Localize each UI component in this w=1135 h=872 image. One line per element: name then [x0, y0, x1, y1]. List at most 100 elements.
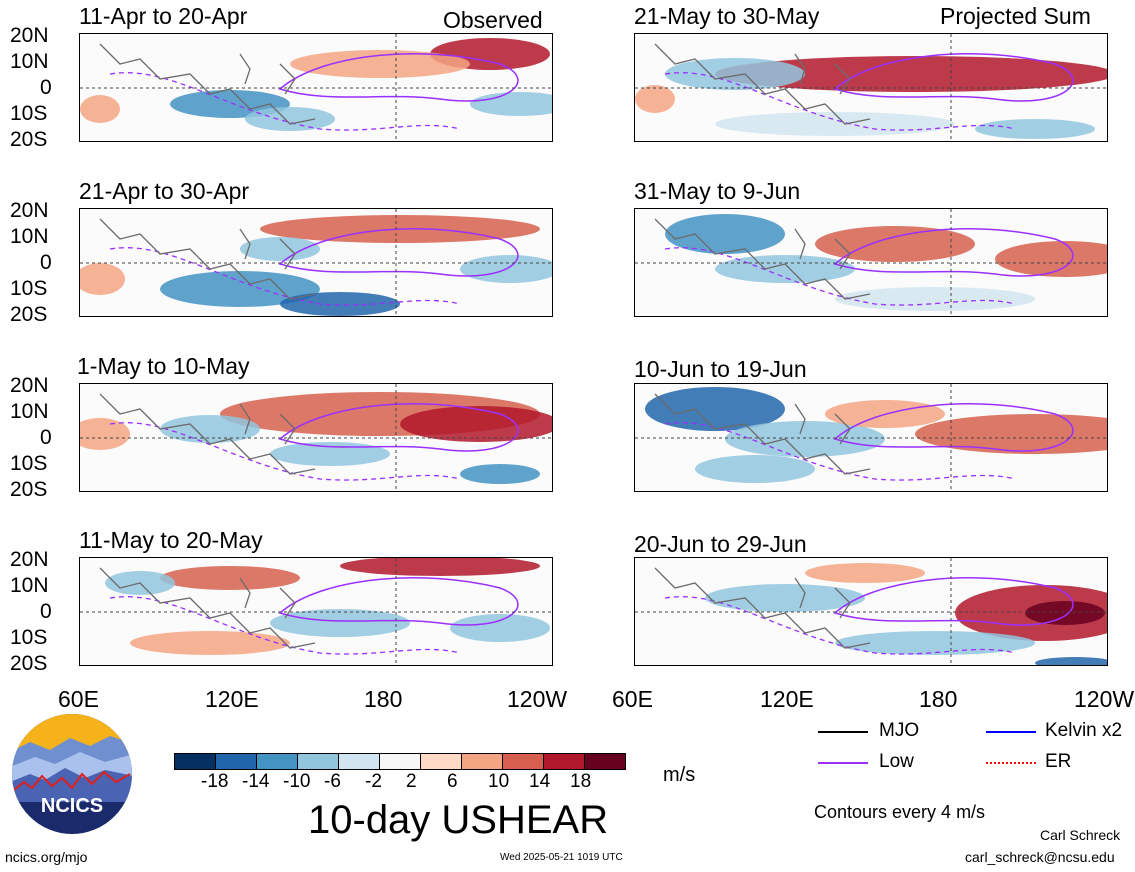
- low-contour: [278, 577, 519, 626]
- colorbar-box: [174, 753, 216, 770]
- coastline: [99, 567, 316, 649]
- coastline: [654, 393, 871, 475]
- author-name: Carl Schreck: [1040, 827, 1121, 843]
- panel-obs-4: [79, 557, 553, 666]
- ytick-label: 20S: [10, 128, 48, 151]
- shear-anomaly-blob: [805, 563, 925, 583]
- colorbar-box: [215, 753, 257, 770]
- panel-obs-1: [79, 33, 553, 142]
- colorbar-tick-label: 10: [488, 771, 510, 792]
- shear-anomaly-blob: [695, 455, 815, 483]
- shear-anomaly-blob: [815, 226, 975, 262]
- low-contour-dashed: [664, 596, 1016, 655]
- shear-anomaly-blob: [915, 414, 1107, 454]
- legend-er-line: [986, 762, 1036, 764]
- units-label: m/s: [663, 764, 696, 786]
- low-contour-dashed: [664, 247, 1016, 306]
- shear-anomaly-blob: [460, 464, 540, 484]
- panel-proj-1: [634, 33, 1108, 142]
- shear-anomaly-blob: [160, 415, 260, 443]
- site-url: ncics.org/mjo: [5, 849, 88, 865]
- low-contour-dashed: [664, 422, 1016, 481]
- panel-title-1: 11-Apr to 20-Apr: [79, 3, 248, 29]
- panel-obs-2: [79, 208, 553, 317]
- legend-mjo-label: MJO: [879, 720, 920, 741]
- xtick-left-60e: 60E: [58, 686, 99, 712]
- ytick-label: 10S: [10, 452, 48, 475]
- logo-text: NCICS: [41, 795, 103, 817]
- ytick-label: 0: [40, 600, 52, 623]
- colorbar-tick-label: -14: [242, 771, 270, 792]
- colorbar-box: [297, 753, 339, 770]
- ytick-label: 10S: [10, 277, 48, 300]
- shear-anomaly-blob: [1025, 601, 1105, 625]
- low-contour-dashed: [109, 422, 461, 481]
- colorbar-box: [502, 753, 544, 770]
- ytick-label: 10N: [10, 574, 49, 597]
- legend-er-label: ER: [1045, 751, 1072, 772]
- low-contour: [833, 577, 1074, 626]
- shear-anomaly-blob: [835, 287, 1035, 311]
- ytick-label: 20S: [10, 478, 48, 501]
- panel-title-3: 1-May to 10-May: [77, 353, 250, 379]
- heatmap-field: [80, 384, 552, 491]
- colorbar-box: [256, 753, 298, 770]
- projected-label: Projected Sum: [940, 3, 1091, 29]
- timestamp: Wed 2025-05-21 1019 UTC: [500, 852, 623, 863]
- shear-anomaly-blob: [715, 255, 855, 283]
- heatmap-field: [635, 34, 1107, 141]
- ncics-logo: NCICS: [10, 712, 134, 836]
- colorbar-tick-label: 2: [406, 771, 417, 792]
- ytick-label: 10N: [10, 225, 49, 248]
- shear-anomaly-blob: [80, 95, 120, 123]
- low-contour: [833, 53, 1074, 102]
- xtick-right-180: 180: [919, 686, 958, 712]
- shear-anomaly-blob: [340, 558, 540, 576]
- colorbar-box: [543, 753, 585, 770]
- shear-anomaly-blob: [400, 406, 552, 442]
- observed-label: Observed: [443, 7, 543, 33]
- panel-title-5: 21-May to 30-May: [634, 3, 820, 29]
- ytick-label: 20N: [10, 374, 49, 397]
- low-contour-dashed: [664, 72, 1016, 131]
- shear-anomaly-blob: [835, 631, 1035, 655]
- colorbar-tick-label: -6: [324, 771, 341, 792]
- ytick-label: 20N: [10, 24, 49, 47]
- shear-anomaly-blob: [715, 56, 1107, 92]
- xtick-right-60e: 60E: [612, 686, 653, 712]
- colorbar-box: [420, 753, 462, 770]
- heatmap-field: [635, 558, 1107, 665]
- heatmap-field: [635, 384, 1107, 491]
- shear-anomaly-blob: [80, 263, 125, 295]
- colorbar-tick-label: -2: [365, 771, 382, 792]
- low-contour-dashed: [109, 596, 461, 655]
- shear-anomaly-blob: [240, 237, 320, 261]
- xtick-right-120e: 120E: [760, 686, 814, 712]
- shear-anomaly-blob: [450, 614, 550, 642]
- colorbar-box: [584, 753, 626, 770]
- colorbar-tick-label: 18: [570, 771, 592, 792]
- shear-anomaly-blob: [645, 387, 785, 431]
- low-contour: [278, 403, 519, 452]
- ytick-label: 20S: [10, 652, 48, 675]
- panel-title-2: 21-Apr to 30-Apr: [79, 178, 250, 204]
- panel-obs-3: [79, 383, 553, 492]
- ytick-label: 0: [40, 251, 52, 274]
- heatmap-field: [80, 558, 552, 665]
- shear-anomaly-blob: [270, 442, 390, 466]
- legend-low-label: Low: [879, 751, 914, 772]
- colorbar-box: [461, 753, 503, 770]
- coastline: [99, 393, 316, 475]
- coastline: [654, 567, 871, 649]
- heatmap-field: [80, 209, 552, 316]
- ytick-label: 0: [40, 76, 52, 99]
- shear-anomaly-blob: [665, 58, 805, 90]
- xtick-left-120w: 120W: [507, 686, 568, 712]
- ytick-label: 20S: [10, 303, 48, 326]
- low-contour: [833, 403, 1074, 452]
- coastline: [654, 43, 871, 125]
- panel-title-7: 10-Jun to 19-Jun: [634, 356, 807, 382]
- legend-kelvin-line: [986, 731, 1036, 733]
- low-contour: [278, 228, 519, 277]
- ytick-label: 10N: [10, 50, 49, 73]
